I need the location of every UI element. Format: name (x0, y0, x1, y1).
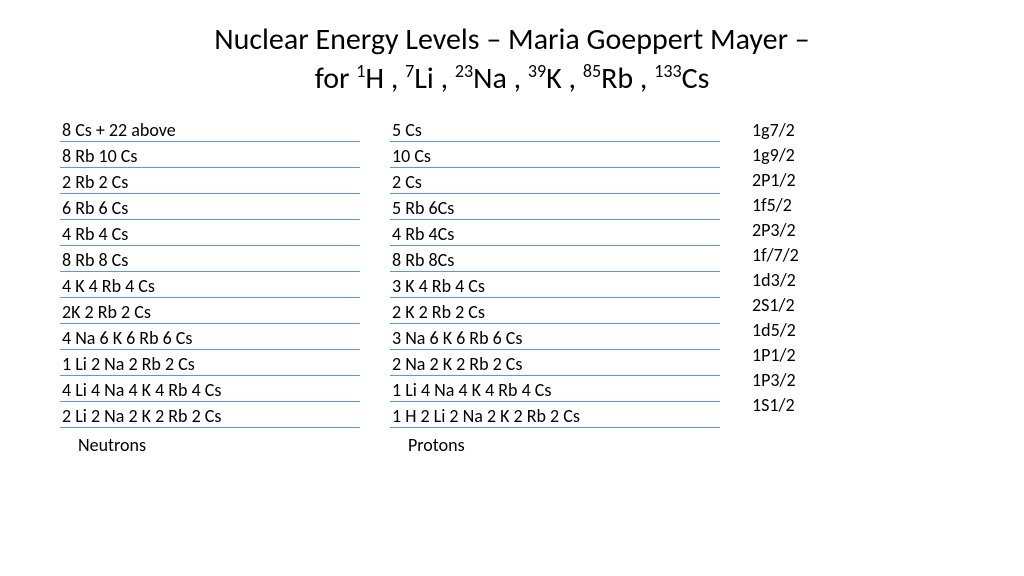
neutrons-column: 8 Cs + 22 above8 Rb 10 Cs2 Rb 2 Cs6 Rb 6… (60, 116, 360, 456)
orbital-row: 1g7/2 (750, 116, 870, 141)
orbital-row: 1f5/2 (750, 191, 870, 216)
orbital-row: 2S1/2 (750, 291, 870, 316)
neutron-row: 4 Rb 4 Cs (60, 220, 360, 246)
orbital-row: 1P3/2 (750, 366, 870, 391)
mass-number: 7 (405, 60, 414, 82)
proton-row: 4 Rb 4Cs (390, 220, 720, 246)
proton-row: 8 Rb 8Cs (390, 246, 720, 272)
neutron-row: 6 Rb 6 Cs (60, 194, 360, 220)
mass-number: 85 (583, 60, 601, 82)
proton-row: 3 Na 6 K 6 Rb 6 Cs (390, 324, 720, 350)
neutron-row: 8 Rb 8 Cs (60, 246, 360, 272)
orbital-row: 1P1/2 (750, 341, 870, 366)
proton-row: 5 Rb 6Cs (390, 194, 720, 220)
element-symbol: K (546, 60, 562, 97)
neutron-row: 2K 2 Rb 2 Cs (60, 298, 360, 324)
neutron-row: 4 Na 6 K 6 Rb 6 Cs (60, 324, 360, 350)
mass-number: 133 (654, 60, 681, 82)
proton-label: Protons (390, 428, 720, 456)
proton-row: 10 Cs (390, 142, 720, 168)
proton-row: 1 H 2 Li 2 Na 2 K 2 Rb 2 Cs (390, 402, 720, 428)
orbital-row: 1f/7/2 (750, 241, 870, 266)
orbitals-column: 1g7/21g9/22P1/21f5/22P3/21f/7/21d3/22S1/… (750, 116, 870, 456)
proton-row: 2 Cs (390, 168, 720, 194)
neutron-row: 2 Li 2 Na 2 K 2 Rb 2 Cs (60, 402, 360, 428)
orbital-row: 2P1/2 (750, 166, 870, 191)
neutron-row: 2 Rb 2 Cs (60, 168, 360, 194)
neutron-label: Neutrons (60, 428, 360, 456)
mass-number: 39 (528, 60, 546, 82)
element-symbol: Rb (601, 60, 633, 97)
slide-title: Nuclear Energy Levels – Maria Goeppert M… (40, 20, 984, 98)
proton-row: 5 Cs (390, 116, 720, 142)
proton-row: 2 K 2 Rb 2 Cs (390, 298, 720, 324)
element-symbol: H (365, 60, 384, 97)
title-line-1: Nuclear Energy Levels – Maria Goeppert M… (214, 21, 810, 58)
orbital-row: 1d5/2 (750, 316, 870, 341)
orbital-row: 2P3/2 (750, 216, 870, 241)
orbital-row: 1d3/2 (750, 266, 870, 291)
neutron-row: 8 Rb 10 Cs (60, 142, 360, 168)
orbital-row: 1g9/2 (750, 141, 870, 166)
protons-column: 5 Cs 10 Cs 2 Cs 5 Rb 6Cs 4 Rb 4Cs 8 Rb 8… (390, 116, 720, 456)
proton-row: 1 Li 4 Na 4 K 4 Rb 4 Cs (390, 376, 720, 402)
energy-levels-table: 8 Cs + 22 above8 Rb 10 Cs2 Rb 2 Cs6 Rb 6… (40, 116, 984, 456)
element-symbol: Cs (682, 60, 710, 97)
title-line-2: for 1H , 7Li , 23Na , 39K , 85Rb , 133Cs (315, 60, 710, 97)
element-symbol: Na (473, 60, 507, 97)
neutron-row: 8 Cs + 22 above (60, 116, 360, 142)
orbital-row: 1S1/2 (750, 391, 870, 416)
neutron-row: 4 K 4 Rb 4 Cs (60, 272, 360, 298)
proton-row: 3 K 4 Rb 4 Cs (390, 272, 720, 298)
element-symbol: Li (414, 60, 434, 97)
neutron-row: 4 Li 4 Na 4 K 4 Rb 4 Cs (60, 376, 360, 402)
mass-number: 23 (455, 60, 473, 82)
proton-row: 2 Na 2 K 2 Rb 2 Cs (390, 350, 720, 376)
neutron-row: 1 Li 2 Na 2 Rb 2 Cs (60, 350, 360, 376)
